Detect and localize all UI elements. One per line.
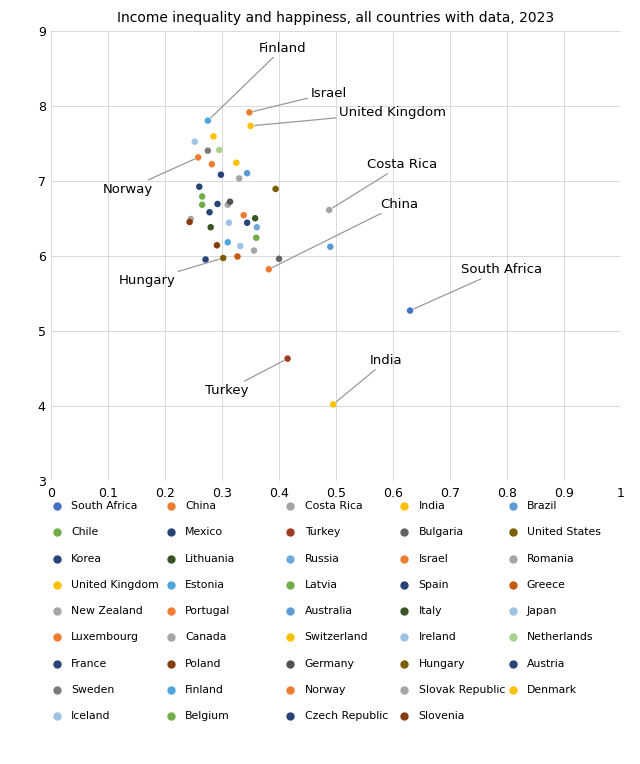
Point bbox=[203, 115, 213, 127]
Point bbox=[197, 190, 207, 202]
Point bbox=[212, 198, 223, 210]
Text: Ireland: Ireland bbox=[419, 633, 456, 643]
Text: Greece: Greece bbox=[527, 580, 566, 590]
Text: Israel: Israel bbox=[419, 554, 449, 564]
Text: China: China bbox=[273, 198, 419, 267]
Text: Slovak Republic: Slovak Republic bbox=[419, 685, 505, 695]
Point bbox=[207, 158, 217, 170]
Text: Latvia: Latvia bbox=[305, 580, 338, 590]
Text: France: France bbox=[71, 659, 108, 668]
Text: Norway: Norway bbox=[305, 685, 346, 695]
Text: Canada: Canada bbox=[185, 633, 227, 643]
Title: Income inequality and happiness, all countries with data, 2023: Income inequality and happiness, all cou… bbox=[117, 11, 555, 25]
Text: Lithuania: Lithuania bbox=[185, 554, 236, 564]
Point bbox=[224, 217, 234, 229]
Point bbox=[328, 398, 339, 410]
Text: New Zealand: New Zealand bbox=[71, 606, 143, 616]
Text: Luxembourg: Luxembourg bbox=[71, 633, 139, 643]
Point bbox=[264, 263, 274, 275]
Text: United States: United States bbox=[527, 527, 601, 537]
Text: Norway: Norway bbox=[102, 159, 195, 196]
Point bbox=[218, 252, 228, 264]
Text: Russia: Russia bbox=[305, 554, 340, 564]
Point bbox=[282, 352, 292, 364]
Text: Mexico: Mexico bbox=[185, 527, 223, 537]
Point bbox=[242, 167, 252, 180]
Point bbox=[245, 120, 255, 132]
Point bbox=[223, 199, 233, 211]
Text: United Kingdom: United Kingdom bbox=[71, 580, 159, 590]
Point bbox=[197, 199, 207, 211]
Text: Finland: Finland bbox=[211, 41, 307, 118]
Point bbox=[200, 254, 211, 266]
Point bbox=[204, 206, 214, 219]
Text: Sweden: Sweden bbox=[71, 685, 115, 695]
Text: Italy: Italy bbox=[419, 606, 442, 616]
Text: Finland: Finland bbox=[185, 685, 224, 695]
Point bbox=[193, 151, 204, 163]
Point bbox=[232, 251, 243, 263]
Point bbox=[249, 244, 259, 257]
Text: Poland: Poland bbox=[185, 659, 221, 668]
Point bbox=[239, 209, 249, 222]
Point bbox=[203, 144, 213, 157]
Point bbox=[242, 217, 252, 229]
Text: Brazil: Brazil bbox=[527, 501, 557, 511]
Text: Turkey: Turkey bbox=[305, 527, 340, 537]
Point bbox=[212, 239, 222, 251]
Text: Hungary: Hungary bbox=[419, 659, 465, 668]
Text: Portugal: Portugal bbox=[185, 606, 230, 616]
Point bbox=[231, 157, 241, 169]
Text: Israel: Israel bbox=[253, 86, 347, 112]
Text: Romania: Romania bbox=[527, 554, 575, 564]
Point bbox=[405, 305, 415, 317]
Point bbox=[244, 106, 255, 118]
Text: Costa Rica: Costa Rica bbox=[305, 501, 362, 511]
Text: Korea: Korea bbox=[71, 554, 102, 564]
Point bbox=[205, 221, 216, 233]
Point bbox=[252, 221, 262, 233]
Point bbox=[251, 231, 261, 244]
Point bbox=[223, 236, 233, 248]
Point bbox=[235, 240, 245, 252]
Point bbox=[324, 204, 334, 216]
Text: Denmark: Denmark bbox=[527, 685, 577, 695]
Text: United Kingdom: United Kingdom bbox=[255, 106, 446, 125]
Text: China: China bbox=[185, 501, 216, 511]
Text: Estonia: Estonia bbox=[185, 580, 225, 590]
Text: Czech Republic: Czech Republic bbox=[305, 711, 388, 721]
Point bbox=[325, 241, 335, 253]
Text: India: India bbox=[337, 354, 403, 402]
Text: Austria: Austria bbox=[527, 659, 565, 668]
Text: Iceland: Iceland bbox=[71, 711, 111, 721]
Text: South Africa: South Africa bbox=[71, 501, 138, 511]
Text: India: India bbox=[419, 501, 445, 511]
Point bbox=[184, 216, 195, 228]
Text: Slovenia: Slovenia bbox=[419, 711, 465, 721]
Point bbox=[216, 169, 226, 181]
Text: Spain: Spain bbox=[419, 580, 449, 590]
Point bbox=[186, 213, 196, 225]
Point bbox=[234, 173, 244, 185]
Text: Netherlands: Netherlands bbox=[527, 633, 593, 643]
Text: Australia: Australia bbox=[305, 606, 353, 616]
Text: Japan: Japan bbox=[527, 606, 557, 616]
Point bbox=[189, 135, 200, 147]
Point bbox=[194, 180, 204, 193]
Point bbox=[225, 196, 235, 208]
Point bbox=[250, 212, 260, 225]
Text: Chile: Chile bbox=[71, 527, 99, 537]
Point bbox=[271, 183, 281, 195]
Point bbox=[214, 144, 225, 156]
Text: Belgium: Belgium bbox=[185, 711, 230, 721]
Text: Hungary: Hungary bbox=[118, 259, 220, 287]
Text: South Africa: South Africa bbox=[414, 263, 543, 309]
Point bbox=[209, 131, 219, 143]
Text: Germany: Germany bbox=[305, 659, 355, 668]
Point bbox=[274, 253, 284, 265]
Text: Turkey: Turkey bbox=[205, 361, 284, 397]
Text: Bulgaria: Bulgaria bbox=[419, 527, 464, 537]
Text: Costa Rica: Costa Rica bbox=[333, 158, 438, 208]
Text: Switzerland: Switzerland bbox=[305, 633, 368, 643]
